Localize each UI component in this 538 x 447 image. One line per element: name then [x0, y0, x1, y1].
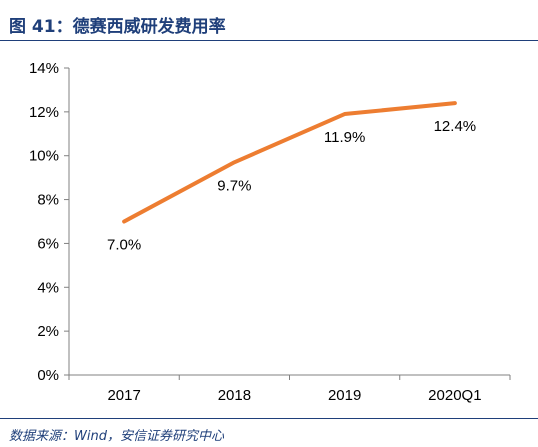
x-axis: 2017 2018 2019 2020Q1: [68, 374, 511, 404]
y-tick-label: 4%: [37, 279, 59, 296]
x-tick-label: 2018: [218, 387, 251, 404]
series-group: [122, 101, 457, 224]
x-tick-label: 2019: [328, 387, 361, 404]
y-tick-label: 0%: [37, 367, 59, 384]
y-tick-label: 8%: [37, 192, 59, 209]
series-line: [122, 101, 457, 224]
y-axis: 0% 2% 4% 6% 8% 10% 12% 14%: [29, 60, 70, 384]
data-label: 12.4%: [434, 118, 477, 135]
x-tick-label: 2017: [107, 387, 140, 404]
title-rule: [0, 40, 538, 41]
data-label: 7.0%: [107, 237, 141, 254]
y-tick-label: 2%: [37, 323, 59, 340]
data-label: 9.7%: [217, 177, 251, 194]
y-tick-label: 10%: [29, 148, 59, 165]
data-labels: 7.0% 9.7% 11.9% 12.4%: [107, 118, 476, 253]
source-rule: [0, 418, 538, 419]
data-label: 11.9%: [324, 129, 365, 146]
y-tick-label: 6%: [37, 235, 59, 252]
source-note: 数据来源：Wind，安信证券研究中心: [9, 429, 224, 444]
y-tick-label: 14%: [29, 60, 59, 77]
y-tick-label: 12%: [29, 104, 59, 121]
x-tick-label: 2020Q1: [428, 387, 481, 404]
line-chart: 0% 2% 4% 6% 8% 10% 12% 14% 2017 2018 2019 2020Q1 7…: [29, 60, 511, 404]
figure-title: 图 41：德赛西威研发费用率: [9, 17, 226, 37]
